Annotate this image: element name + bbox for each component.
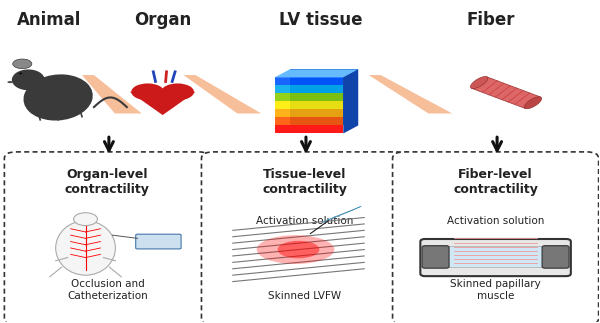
- Ellipse shape: [131, 83, 164, 100]
- Polygon shape: [275, 101, 343, 109]
- Ellipse shape: [524, 97, 542, 109]
- FancyBboxPatch shape: [392, 152, 599, 323]
- Text: Fiber: Fiber: [467, 11, 515, 29]
- FancyBboxPatch shape: [443, 246, 548, 267]
- Text: Animal: Animal: [17, 11, 82, 29]
- Ellipse shape: [23, 74, 93, 120]
- Text: Organ: Organ: [134, 11, 191, 29]
- Ellipse shape: [74, 213, 97, 225]
- Polygon shape: [82, 75, 142, 113]
- Polygon shape: [275, 69, 358, 78]
- Ellipse shape: [19, 72, 22, 74]
- Ellipse shape: [278, 241, 319, 258]
- Ellipse shape: [470, 77, 488, 89]
- Polygon shape: [275, 93, 343, 101]
- FancyBboxPatch shape: [136, 234, 181, 249]
- Text: Occlusion and
Catheterization: Occlusion and Catheterization: [67, 279, 148, 301]
- Ellipse shape: [12, 69, 44, 90]
- Polygon shape: [275, 86, 343, 93]
- Polygon shape: [275, 118, 343, 125]
- Ellipse shape: [13, 59, 32, 68]
- Polygon shape: [275, 78, 343, 86]
- Polygon shape: [275, 109, 343, 118]
- Ellipse shape: [7, 81, 13, 83]
- Text: Skinned LVFW: Skinned LVFW: [268, 291, 341, 301]
- FancyBboxPatch shape: [202, 152, 407, 323]
- Text: Organ-level
contractility: Organ-level contractility: [65, 168, 150, 196]
- FancyBboxPatch shape: [422, 246, 449, 268]
- Polygon shape: [322, 206, 361, 222]
- FancyBboxPatch shape: [421, 239, 571, 276]
- FancyBboxPatch shape: [4, 152, 211, 323]
- Text: Tissue-level
contractility: Tissue-level contractility: [262, 168, 347, 196]
- Polygon shape: [472, 77, 541, 109]
- Polygon shape: [368, 75, 452, 113]
- Ellipse shape: [257, 235, 334, 264]
- FancyBboxPatch shape: [542, 246, 569, 268]
- Ellipse shape: [56, 221, 115, 275]
- Polygon shape: [343, 69, 358, 133]
- Text: Skinned papillary
muscle: Skinned papillary muscle: [450, 279, 541, 301]
- Polygon shape: [184, 75, 261, 113]
- Text: Activation solution: Activation solution: [256, 216, 353, 226]
- Text: Activation solution: Activation solution: [447, 216, 544, 226]
- Text: Fiber-level
contractility: Fiber-level contractility: [453, 168, 538, 196]
- Ellipse shape: [161, 83, 194, 100]
- Text: LV tissue: LV tissue: [279, 11, 362, 29]
- Polygon shape: [130, 92, 196, 115]
- Polygon shape: [275, 125, 343, 133]
- Polygon shape: [290, 69, 358, 125]
